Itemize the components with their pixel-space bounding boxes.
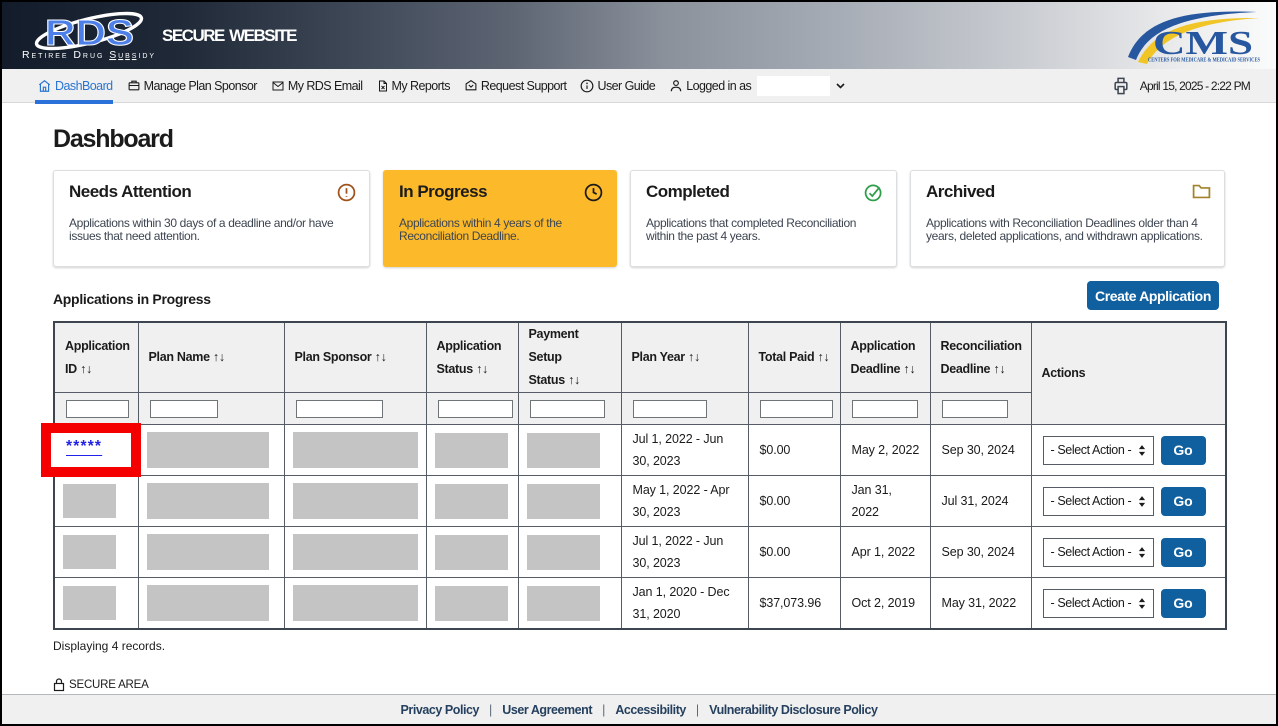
svg-text:CENTERS FOR MEDICARE & MEDICAI: CENTERS FOR MEDICARE & MEDICAID SERVICES [1148, 58, 1260, 64]
svg-text:CMS: CMS [1153, 25, 1253, 62]
svg-text:RDS: RDS [45, 12, 134, 53]
